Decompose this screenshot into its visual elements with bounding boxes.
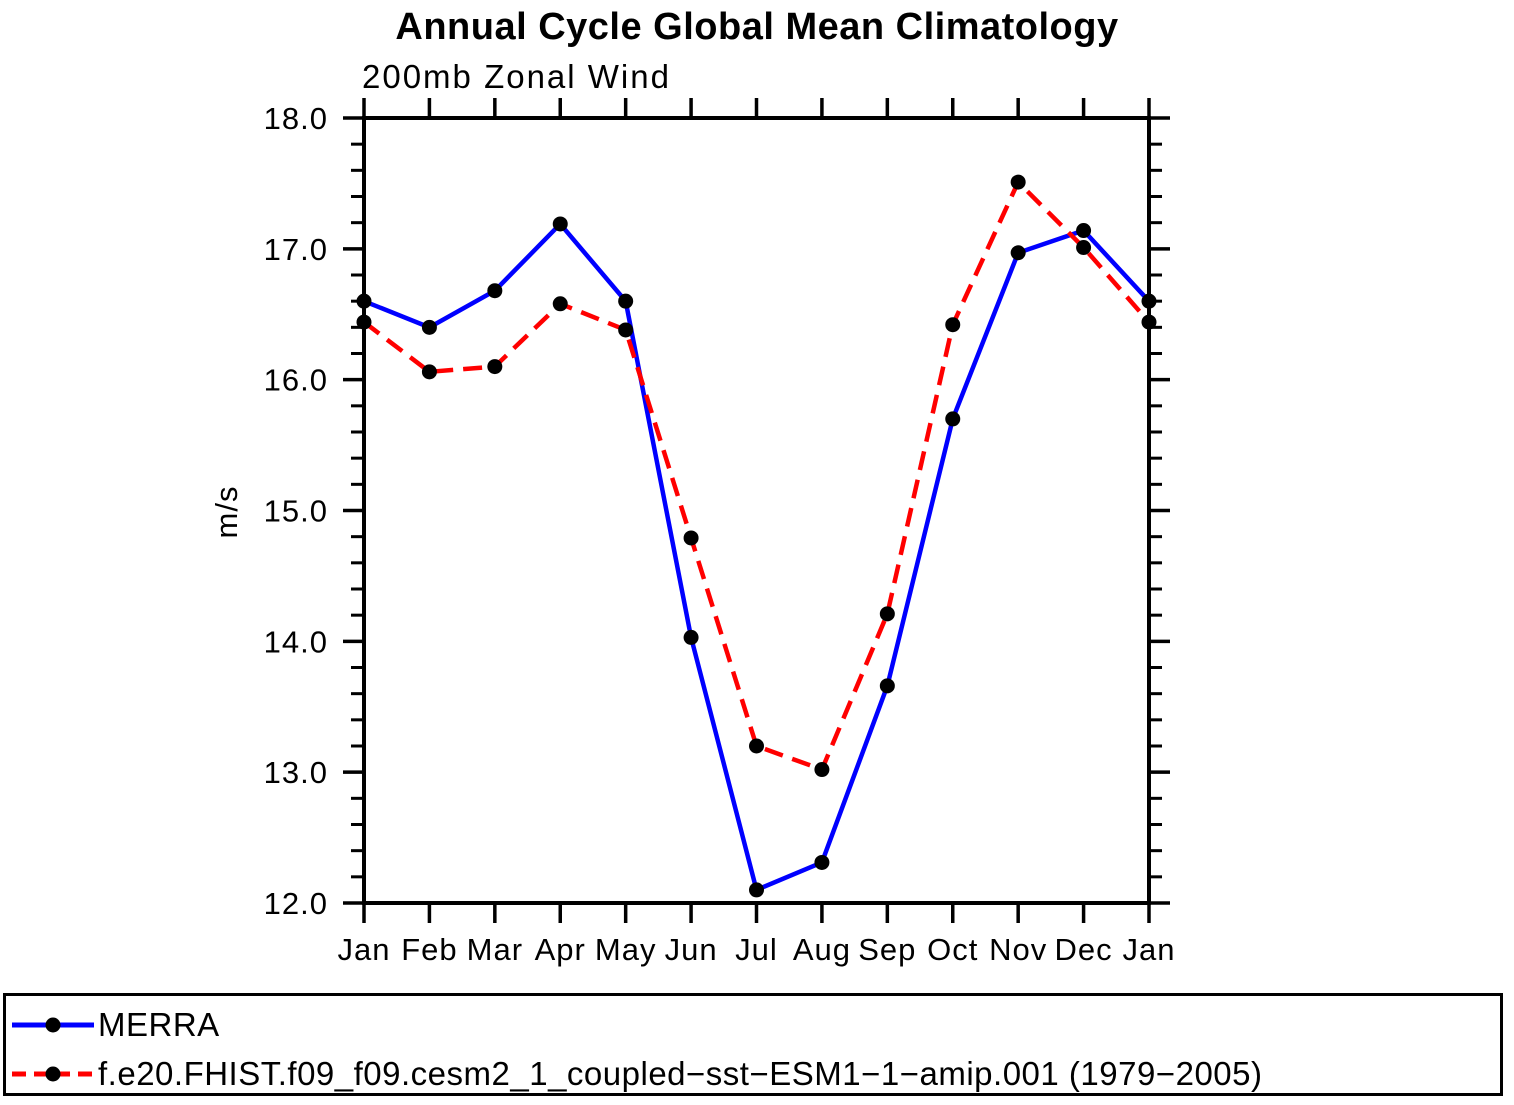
y-tick-label: 16.0	[264, 363, 328, 398]
x-tick-label: Apr	[535, 932, 586, 967]
y-tick-label: 13.0	[264, 755, 328, 790]
cesm-sample-marker	[45, 1066, 61, 1082]
chart-title: Annual Cycle Global Mean Climatology	[395, 6, 1119, 48]
x-tick-label: Oct	[927, 932, 978, 967]
x-tick-label: Dec	[1055, 932, 1113, 967]
merra-data-point-marker	[945, 411, 961, 427]
x-tick-label: Jan	[338, 932, 391, 967]
legend-item-merra: MERRA	[11, 1006, 220, 1044]
series-line-merra	[363, 220, 1151, 893]
y-tick-label: 18.0	[264, 101, 328, 136]
cesm-data-point-marker	[814, 762, 830, 778]
x-tick-label: Nov	[989, 932, 1047, 967]
merra-data-point-marker	[487, 283, 503, 299]
cesm-data-point-marker	[683, 530, 699, 546]
merra-data-point-marker	[1141, 293, 1157, 309]
cesm-data-point-marker	[552, 296, 568, 312]
cesm-data-point-marker	[1141, 314, 1157, 330]
x-tick-label: Feb	[401, 932, 457, 967]
merra-line-sample	[12, 1017, 94, 1033]
merra-data-point-marker	[814, 854, 830, 870]
merra-data-point-marker	[1010, 245, 1026, 261]
cesm-data-point-marker	[879, 606, 895, 622]
y-tick-label: 15.0	[264, 494, 328, 529]
series-line-cesm	[362, 178, 1151, 773]
merra-sample-marker	[45, 1017, 61, 1033]
merra-data-point-marker	[683, 629, 699, 645]
x-tick-label: May	[595, 932, 657, 967]
x-tick-label: Mar	[467, 932, 523, 967]
cesm-line-sample	[12, 1066, 94, 1082]
legend-item-cesm: f.e20.FHIST.f09_f09.cesm2_1_coupled−sst−…	[11, 1055, 1263, 1093]
cesm-data-point-marker	[749, 738, 764, 754]
x-tick-label: Aug	[793, 932, 851, 967]
x-tick-label: Jun	[665, 932, 718, 967]
cesm-data-point-marker	[1076, 240, 1092, 256]
y-tick-label: 14.0	[264, 624, 328, 659]
merra-data-point-marker	[356, 293, 372, 309]
cesm-data-point-marker	[421, 364, 437, 380]
chart-subtitle: 200mb Zonal Wind	[362, 58, 671, 95]
legend-box: MERRA f.e20.FHIST.f09_f09.cesm2_1_couple…	[3, 993, 1503, 1096]
x-tick-label: Sep	[858, 932, 916, 967]
merra-data-point-marker	[879, 678, 895, 694]
cesm-data-point-marker	[487, 359, 503, 375]
merra-data-point-marker	[749, 882, 764, 898]
chart-canvas: 12.0 13.0 14.0 15.0 16.0 17.0 18.0 Jan Feb Mar Apr…	[264, 98, 1176, 967]
merra-data-point-marker	[552, 216, 568, 232]
x-tick-label: Jan	[1123, 932, 1176, 967]
legend-label-merra: MERRA	[98, 1006, 220, 1043]
plot-box	[362, 116, 1151, 905]
cesm-data-point-marker	[1010, 174, 1026, 190]
y-tick-label: 12.0	[264, 886, 328, 921]
y-tick-label: 17.0	[264, 232, 328, 267]
merra-data-point-marker	[618, 293, 634, 309]
cesm-data-point-marker	[618, 322, 634, 338]
merra-data-point-marker	[421, 319, 437, 335]
merra-data-point-marker	[1076, 223, 1092, 239]
cesm-data-point-marker	[356, 314, 372, 330]
cesm-data-point-marker	[945, 317, 961, 333]
x-tick-label: Jul	[735, 932, 778, 967]
legend-label-cesm: f.e20.FHIST.f09_f09.cesm2_1_coupled−sst−…	[98, 1055, 1263, 1092]
